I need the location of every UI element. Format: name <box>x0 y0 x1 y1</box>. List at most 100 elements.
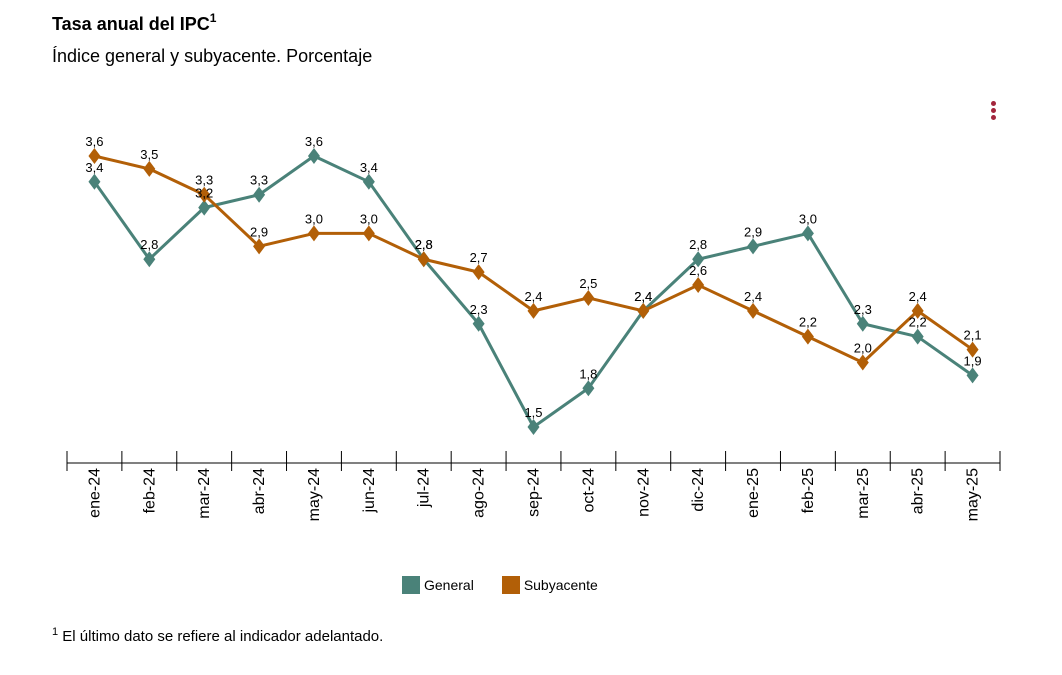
data-point-subyacente <box>472 264 485 281</box>
data-point-general <box>198 199 211 216</box>
data-point-general <box>253 186 266 203</box>
data-label-subyacente: 2,0 <box>854 340 872 355</box>
footnote-text: El último dato se refiere al indicador a… <box>58 628 384 645</box>
data-label-general: 2,4 <box>634 289 652 304</box>
data-label-subyacente: 3,5 <box>140 147 158 162</box>
data-label-subyacente: 2,4 <box>524 289 542 304</box>
chart-subtitle: Índice general y subyacente. Porcentaje <box>52 46 373 66</box>
data-point-general <box>143 251 156 268</box>
legend-item-general[interactable]: General <box>402 576 474 594</box>
data-label-subyacente: 2,7 <box>470 250 488 265</box>
legend-swatch-general <box>402 576 420 594</box>
data-point-general <box>88 173 101 190</box>
x-tick-label: mar-25 <box>855 468 872 519</box>
menu-dot <box>990 101 996 106</box>
data-point-general <box>801 225 814 242</box>
x-tick-label: dic-24 <box>690 468 707 512</box>
data-point-subyacente <box>801 328 814 345</box>
data-label-general: 3,4 <box>85 160 103 175</box>
data-label-subyacente: 3,0 <box>360 211 378 226</box>
data-point-subyacente <box>527 302 540 319</box>
data-point-subyacente <box>198 186 211 203</box>
data-label-general: 3,3 <box>250 173 268 188</box>
x-tick-label: may-24 <box>306 468 323 521</box>
data-point-subyacente <box>911 302 924 319</box>
data-point-general <box>856 315 869 332</box>
data-label-subyacente: 2,4 <box>634 289 652 304</box>
data-label-general: 3,4 <box>360 160 378 175</box>
x-tick-label: may-25 <box>965 468 982 521</box>
data-point-general <box>966 367 979 384</box>
data-point-subyacente <box>692 277 705 294</box>
x-tick-label: abr-25 <box>910 468 927 514</box>
data-point-general <box>307 148 320 164</box>
legend-item-subyacente[interactable]: Subyacente <box>501 576 598 594</box>
data-label-general: 3,6 <box>305 134 323 149</box>
footnote-mark: 1 <box>52 626 59 638</box>
menu-dot <box>990 108 996 113</box>
data-label-subyacente: 2,8 <box>415 237 433 252</box>
menu-dot <box>990 115 996 120</box>
data-label-general: 2,3 <box>470 302 488 317</box>
data-label-general: 2,3 <box>854 302 872 317</box>
data-label-general: 3,0 <box>799 211 817 226</box>
x-tick-label: mar-24 <box>196 468 213 519</box>
data-point-subyacente <box>362 225 375 242</box>
data-point-subyacente <box>637 302 650 319</box>
data-point-general <box>582 380 595 397</box>
x-tick-label: nov-24 <box>635 468 652 517</box>
x-tick-label: ago-24 <box>471 468 488 518</box>
data-point-general <box>747 238 760 255</box>
data-point-subyacente <box>582 289 595 306</box>
data-label-subyacente: 2,5 <box>579 276 597 291</box>
data-label-subyacente: 3,3 <box>195 173 213 188</box>
x-tick-label: oct-24 <box>580 468 597 513</box>
data-point-subyacente <box>747 302 760 319</box>
data-label-general: 1,9 <box>964 353 982 368</box>
data-label-general: 2,8 <box>140 237 158 252</box>
data-point-subyacente <box>88 148 101 164</box>
data-label-general: 2,2 <box>909 315 927 330</box>
data-label-general: 2,9 <box>744 224 762 239</box>
data-label-subyacente: 2,1 <box>964 328 982 343</box>
data-point-general <box>362 173 375 190</box>
x-tick-label: feb-24 <box>141 468 158 513</box>
data-label-general: 1,5 <box>524 405 542 420</box>
data-point-subyacente <box>143 160 156 177</box>
series-line-subyacente <box>94 154 974 364</box>
line-chart: ene-24 feb-24 mar-24 abr-24 may-24 jun-24 jul-… <box>66 134 1001 521</box>
data-label-subyacente: 2,9 <box>250 224 268 239</box>
x-tick-label: ene-25 <box>745 468 762 518</box>
data-label-subyacente: 2,4 <box>744 289 762 304</box>
data-label-general: 2,8 <box>689 237 707 252</box>
data-point-subyacente <box>307 225 320 242</box>
data-label-general: 1,8 <box>579 366 597 381</box>
data-label-general: 3,2 <box>195 186 213 201</box>
kebab-menu-icon[interactable] <box>988 100 998 122</box>
legend-label-subyacente: Subyacente <box>523 577 598 593</box>
data-point-subyacente <box>966 341 979 358</box>
legend: General Subyacente <box>402 576 598 594</box>
data-label-subyacente: 2,6 <box>689 263 707 278</box>
data-point-subyacente <box>856 354 869 371</box>
x-tick-label: abr-24 <box>251 468 268 514</box>
data-label-subyacente: 2,4 <box>909 289 927 304</box>
data-label-subyacente: 3,0 <box>305 211 323 226</box>
x-tick-label: jul-24 <box>416 468 433 508</box>
title-footnote-mark: 1 <box>209 11 217 25</box>
chart-title-text: Tasa anual del IPC <box>52 14 210 34</box>
data-point-subyacente <box>417 251 430 268</box>
legend-label-general: General <box>424 577 474 593</box>
data-point-general <box>911 328 924 345</box>
legend-swatch-subyacente <box>501 576 520 594</box>
x-tick-label: feb-25 <box>800 468 817 513</box>
data-point-subyacente <box>253 238 266 255</box>
data-point-general <box>472 315 485 332</box>
x-tick-label: jun-24 <box>361 468 378 514</box>
chart-title: Tasa anual del IPC1 <box>52 11 217 35</box>
data-label-general: 2,8 <box>415 237 433 252</box>
data-label-subyacente: 2,2 <box>799 315 817 330</box>
data-point-general <box>527 419 540 435</box>
footnote: 1 El último dato se refiere al indicador… <box>52 626 383 645</box>
data-point-general <box>692 251 705 268</box>
